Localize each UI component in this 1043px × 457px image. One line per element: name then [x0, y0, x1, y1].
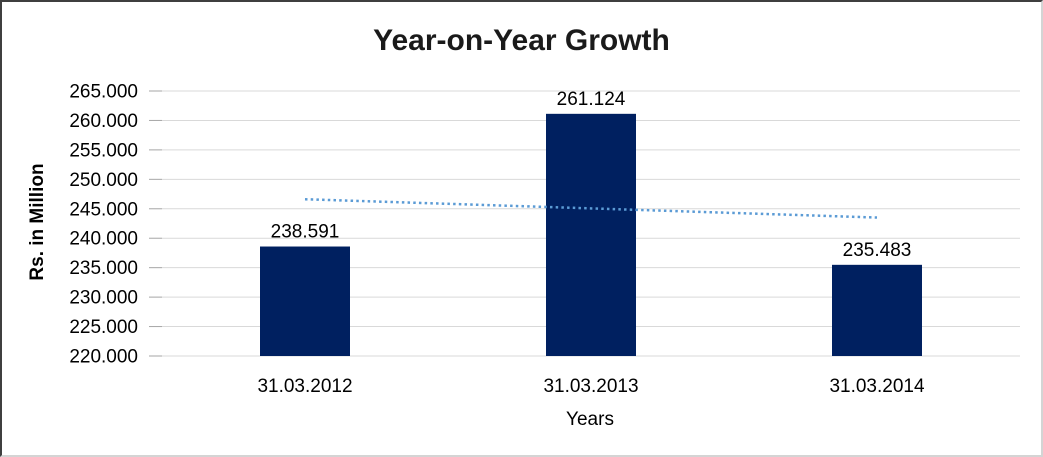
bar — [546, 113, 636, 356]
x-tick-label: 31.03.2013 — [543, 376, 638, 397]
y-tick-label: 240.000 — [69, 229, 138, 250]
bar — [832, 264, 922, 356]
data-label: 235.483 — [843, 240, 912, 261]
x-axis-title: Years — [566, 409, 614, 430]
y-tick-label: 230.000 — [69, 288, 138, 309]
y-tick-label: 250.000 — [69, 170, 138, 191]
data-label: 238.591 — [271, 222, 340, 243]
y-tick-label: 235.000 — [69, 258, 138, 279]
y-tick-label: 220.000 — [69, 347, 138, 368]
bar — [260, 246, 350, 356]
y-tick-label: 255.000 — [69, 140, 138, 161]
x-tick-label: 31.03.2014 — [829, 376, 925, 397]
trendline — [304, 197, 878, 219]
chart-title: Year-on-Year Growth — [373, 24, 670, 57]
y-axis-title: Rs. in Million — [27, 163, 48, 281]
y-tick-label: 260.000 — [69, 111, 138, 132]
x-tick-label: 31.03.2012 — [257, 376, 352, 397]
data-label: 261.124 — [557, 89, 626, 110]
y-tick-label: 265.000 — [69, 82, 138, 103]
y-tick-label: 225.000 — [69, 317, 138, 338]
y-tick-label: 245.000 — [69, 199, 138, 220]
